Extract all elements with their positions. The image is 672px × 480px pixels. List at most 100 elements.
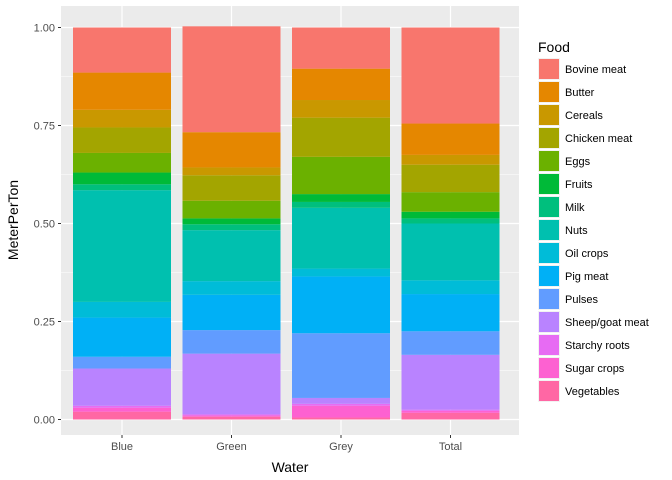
legend-label-pulses: Pulses <box>565 294 599 306</box>
bar-segment-butter <box>292 68 390 101</box>
bar-segment-sugar-crops <box>73 407 171 412</box>
x-tick-label: Blue <box>111 441 133 453</box>
legend-label-oil-crops: Oil crops <box>565 248 609 260</box>
bar-segment-bovine-meat <box>401 27 500 124</box>
bar-segment-eggs <box>182 200 281 219</box>
bar-segment-vegetables <box>73 411 171 420</box>
legend-label-starchy-roots: Starchy roots <box>565 340 630 352</box>
legend-swatch-eggs <box>539 151 559 171</box>
bar-segment-eggs <box>73 152 171 173</box>
legend-label-milk: Milk <box>565 202 585 214</box>
legend-label-chicken-meat: Chicken meat <box>565 133 632 145</box>
bar-segment-vegetables <box>292 417 390 420</box>
y-tick-label: 0.50 <box>34 219 55 231</box>
bar-stack-total <box>401 27 500 420</box>
legend-label-bovine-meat: Bovine meat <box>565 64 626 76</box>
legend-label-vegetables: Vegetables <box>565 386 620 398</box>
bar-segment-pulses <box>182 330 281 354</box>
legend-swatch-sugar-crops <box>539 358 559 378</box>
legend-swatch-pulses <box>539 289 559 309</box>
bar-segment-milk <box>292 201 390 208</box>
legend-swatch-butter <box>539 82 559 102</box>
legend-swatch-cereals <box>539 105 559 125</box>
legend: Food Bovine meat Butter Cereals Chicken mea… <box>538 39 649 402</box>
y-axis-ticks: 0.00 0.25 0.50 0.75 1.00 <box>34 23 61 427</box>
legend-swatch-bovine-meat <box>539 59 559 79</box>
legend-swatch-nuts <box>539 220 559 240</box>
bar-segment-sugar-crops <box>182 415 281 417</box>
bar-stack-green <box>182 26 281 420</box>
legend-swatch-sheep-goat-meat <box>539 312 559 332</box>
bar-segment-cereals <box>401 154 500 165</box>
bar-segment-sheep-goat-meat <box>182 353 281 415</box>
x-tick-label: Green <box>216 441 247 453</box>
bar-segment-starchy-roots <box>292 403 390 406</box>
legend-label-butter: Butter <box>565 87 595 99</box>
legend-swatch-milk <box>539 197 559 217</box>
bar-segment-butter <box>182 132 281 168</box>
legend-swatch-fruits <box>539 174 559 194</box>
bar-segment-starchy-roots <box>182 414 281 416</box>
bar-segment-pulses <box>73 356 171 369</box>
bar-segment-sheep-goat-meat <box>401 354 500 410</box>
bar-segment-pig-meat <box>73 317 171 357</box>
x-axis-title: Water <box>272 459 309 475</box>
bar-segment-fruits <box>401 211 500 219</box>
bar-segment-milk <box>182 224 281 231</box>
bar-stacks <box>73 26 500 420</box>
bar-segment-milk <box>73 184 171 191</box>
bar-segment-butter <box>401 123 500 155</box>
bar-segment-fruits <box>182 218 281 225</box>
y-tick-label: 0.75 <box>34 121 55 133</box>
bar-segment-fruits <box>292 194 390 202</box>
bar-segment-chicken-meat <box>401 164 500 193</box>
bar-segment-nuts <box>401 223 500 281</box>
bar-segment-eggs <box>292 156 390 195</box>
bar-segment-starchy-roots <box>73 405 171 408</box>
legend-title: Food <box>538 39 570 55</box>
bar-segment-nuts <box>73 190 171 302</box>
bar-segment-sugar-crops <box>401 410 500 413</box>
bar-segment-chicken-meat <box>182 175 281 201</box>
bar-segment-nuts <box>292 207 390 269</box>
bar-segment-eggs <box>401 192 500 212</box>
bar-segment-chicken-meat <box>73 127 171 153</box>
legend-label-nuts: Nuts <box>565 225 588 237</box>
bar-segment-bovine-meat <box>73 27 171 73</box>
bar-segment-nuts <box>182 230 281 282</box>
bar-stack-blue <box>73 27 171 420</box>
y-tick-label: 1.00 <box>34 23 55 35</box>
bar-segment-starchy-roots <box>401 409 500 411</box>
legend-swatch-chicken-meat <box>539 128 559 148</box>
y-tick-label: 0.00 <box>34 415 55 427</box>
y-axis-title: MeterPerTon <box>5 180 21 260</box>
bar-segment-pig-meat <box>182 294 281 331</box>
legend-label-pig-meat: Pig meat <box>565 271 608 283</box>
bar-segment-sugar-crops <box>292 405 390 418</box>
bar-segment-pig-meat <box>292 276 390 334</box>
bar-segment-oil-crops <box>401 280 500 295</box>
bar-segment-cereals <box>73 109 171 128</box>
bar-stack-grey <box>292 27 390 420</box>
bar-segment-oil-crops <box>182 281 281 295</box>
bar-segment-pulses <box>401 331 500 355</box>
legend-label-sugar-crops: Sugar crops <box>565 363 625 375</box>
bar-segment-cereals <box>182 167 281 176</box>
x-tick-label: Grey <box>329 441 353 453</box>
legend-label-cereals: Cereals <box>565 110 603 122</box>
x-tick-label: Total <box>439 441 462 453</box>
legend-swatch-vegetables <box>539 381 559 401</box>
bar-segment-bovine-meat <box>292 27 390 69</box>
bar-segment-oil-crops <box>73 301 171 318</box>
bar-segment-milk <box>401 218 500 224</box>
bar-segment-pulses <box>292 333 390 398</box>
bar-segment-bovine-meat <box>182 26 281 133</box>
bar-segment-chicken-meat <box>292 117 390 157</box>
x-axis-ticks: Blue Green Grey Total <box>111 435 462 453</box>
legend-label-eggs: Eggs <box>565 156 591 168</box>
legend-swatch-starchy-roots <box>539 335 559 355</box>
bar-segment-fruits <box>73 172 171 185</box>
legend-label-sheep-goat-meat: Sheep/goat meat <box>565 317 649 329</box>
bar-segment-pig-meat <box>401 294 500 332</box>
